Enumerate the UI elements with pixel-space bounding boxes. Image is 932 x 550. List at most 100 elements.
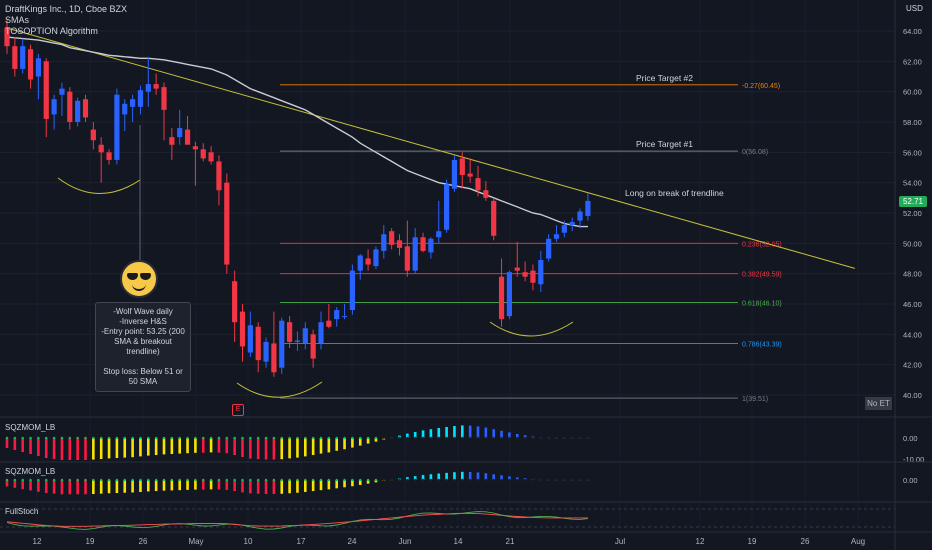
candle-body[interactable] [538, 260, 544, 285]
candle-body[interactable] [200, 149, 206, 159]
candle-body[interactable] [420, 237, 426, 251]
candle-body[interactable] [459, 158, 465, 176]
candle-body[interactable] [428, 238, 434, 253]
momentum-bar [437, 473, 441, 480]
earnings-badge[interactable]: E [232, 404, 244, 416]
candle-body[interactable] [12, 46, 18, 69]
candles[interactable] [4, 18, 591, 377]
candle-body[interactable] [153, 84, 159, 89]
candle-body[interactable] [35, 58, 41, 77]
candle-body[interactable] [341, 316, 348, 318]
candle-body[interactable] [546, 238, 552, 259]
time-tick-label: 26 [139, 537, 148, 546]
candle-body[interactable] [130, 99, 136, 107]
candle-body[interactable] [82, 99, 89, 118]
candle-body[interactable] [59, 88, 65, 95]
candle-body[interactable] [224, 182, 230, 265]
candle-body[interactable] [389, 231, 395, 245]
candle-body[interactable] [208, 152, 214, 162]
indicator-algorithm-label[interactable]: TOSOPTION Algorithm [5, 26, 98, 36]
candle-body[interactable] [530, 270, 536, 283]
sqzmom-title-2[interactable]: SQZMOM_LB [5, 467, 56, 476]
price-axis[interactable]: 64.00 62.00 60.00 58.00 56.00 54.00 52.00 50.00… [894, 0, 922, 550]
candle-body[interactable] [436, 231, 442, 238]
currency-label[interactable]: USD [906, 4, 923, 13]
candle-body[interactable] [137, 90, 144, 107]
candle-body[interactable] [310, 334, 316, 359]
candle-body[interactable] [247, 325, 253, 353]
trade-note[interactable]: -Wolf Wave daily -Inverse H&S -Entry poi… [95, 302, 191, 392]
candle-body[interactable] [491, 200, 497, 236]
squeeze-dot [257, 478, 260, 482]
candle-body[interactable] [114, 94, 120, 160]
note-line: -Inverse H&S [119, 317, 167, 326]
candle-body[interactable] [177, 128, 183, 138]
candle-body[interactable] [451, 159, 458, 189]
candle-body[interactable] [373, 249, 379, 267]
squeeze-dot [421, 436, 425, 440]
candle-body[interactable] [302, 328, 308, 344]
momentum-bar [76, 480, 79, 495]
candle-body[interactable] [145, 84, 151, 92]
candle-body[interactable] [51, 99, 57, 115]
candle-body[interactable] [98, 144, 104, 153]
candle-body[interactable] [4, 27, 10, 47]
candle-body[interactable] [271, 343, 277, 373]
candle-body[interactable] [569, 222, 575, 226]
candle-body[interactable] [357, 255, 363, 271]
candle-body[interactable] [577, 211, 583, 221]
squeeze-dot [52, 478, 56, 482]
candle-body[interactable] [467, 173, 473, 177]
candle-body[interactable] [553, 234, 560, 239]
candle-body[interactable] [169, 137, 175, 145]
candle-body[interactable] [27, 49, 34, 80]
sqzmom-title-1[interactable]: SQZMOM_LB [5, 423, 56, 432]
candle-body[interactable] [90, 129, 96, 141]
sma-line[interactable] [6, 36, 588, 228]
candle-body[interactable] [381, 234, 387, 251]
candle-body[interactable] [522, 272, 528, 277]
candle-body[interactable] [75, 100, 81, 122]
candle-body[interactable] [255, 326, 261, 361]
candle-body[interactable] [279, 320, 285, 368]
candle-body[interactable] [122, 103, 128, 115]
candle-body[interactable] [334, 310, 340, 320]
candle-body[interactable] [232, 281, 238, 323]
candle-body[interactable] [396, 240, 403, 248]
candle-body[interactable] [106, 152, 112, 160]
candle-body[interactable] [444, 184, 450, 230]
squeeze-dot [508, 478, 511, 482]
candle-body[interactable] [263, 341, 269, 362]
symbol-title[interactable]: DraftKings Inc., 1D, Cboe BZX [5, 4, 128, 14]
candle-body[interactable] [404, 246, 410, 271]
indicator-sma-label[interactable]: SMAs [5, 15, 30, 25]
momentum-bar [52, 438, 56, 459]
candle-body[interactable] [294, 340, 301, 342]
candle-body[interactable] [216, 161, 222, 191]
candle-body[interactable] [498, 276, 505, 320]
fullstoch-title[interactable]: FullStoch [5, 507, 39, 516]
candle-body[interactable] [67, 91, 73, 122]
candle-body[interactable] [239, 311, 246, 347]
candle-body[interactable] [287, 322, 293, 342]
time-axis[interactable]: 12 19 26 May 10 17 24 Jun 14 21 Jul 12 19 26 Aug [0, 531, 932, 546]
no-et-button[interactable]: No ET [865, 397, 892, 410]
candle-body[interactable] [506, 272, 512, 317]
candle-body[interactable] [365, 258, 371, 265]
candle-body[interactable] [349, 270, 355, 311]
candle-body[interactable] [20, 46, 26, 69]
candle-body[interactable] [483, 190, 489, 198]
sma-path[interactable] [6, 36, 588, 228]
candle-body[interactable] [412, 237, 418, 271]
candle-body[interactable] [318, 322, 324, 344]
candle-body[interactable] [184, 129, 191, 145]
candle-body[interactable] [192, 146, 198, 150]
candle-body[interactable] [475, 178, 481, 191]
candle-body[interactable] [514, 267, 520, 271]
candle-body[interactable] [43, 61, 49, 119]
candle-body[interactable] [326, 320, 332, 327]
candle-body[interactable] [585, 200, 591, 217]
candle-body[interactable] [561, 225, 567, 233]
candle-body[interactable] [161, 87, 167, 110]
momentum-bar [304, 480, 307, 492]
